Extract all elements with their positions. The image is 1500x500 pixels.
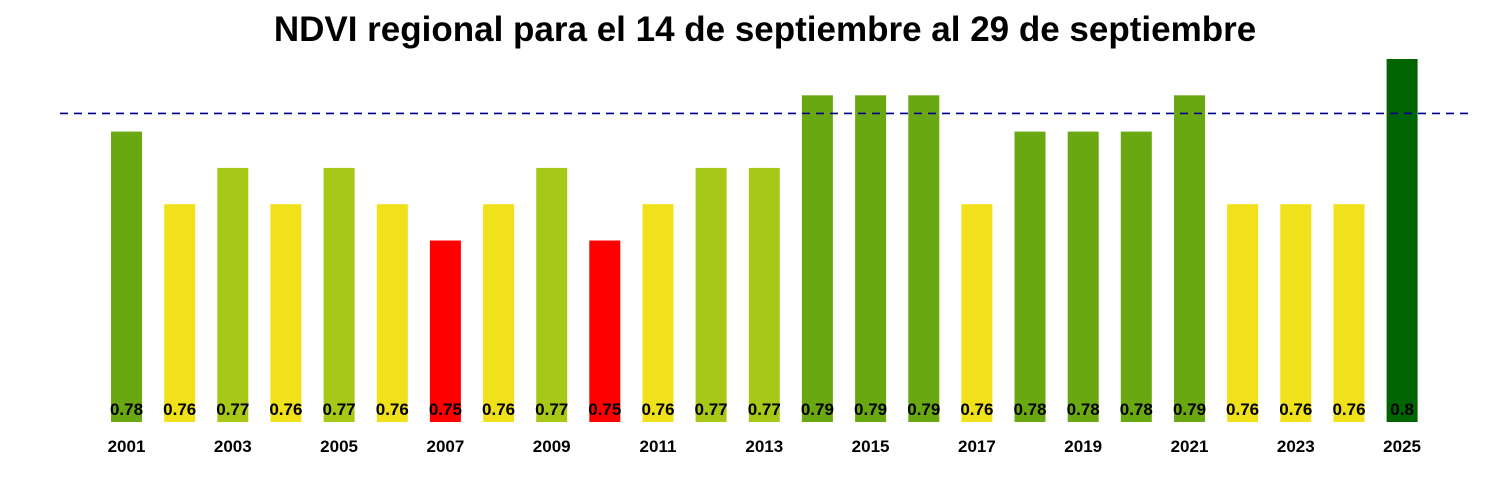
value-label-2024: 0.76 (1332, 400, 1365, 419)
bar-2015 (855, 95, 887, 423)
bar-2013 (748, 167, 780, 422)
x-tick-2005: 2005 (320, 437, 358, 456)
x-tick-2013: 2013 (745, 437, 783, 456)
value-label-2025: 0.8 (1390, 400, 1414, 419)
bar-2025 (1386, 59, 1418, 422)
x-tick-2007: 2007 (426, 437, 464, 456)
x-tick-2011: 2011 (640, 437, 677, 456)
bar-2009 (536, 167, 568, 422)
value-label-2017: 0.76 (960, 400, 993, 419)
bar-2023 (1280, 204, 1312, 422)
value-labels-layer: 0.78 0.76 0.77 0.76 0.77 0.76 0.75 0.76 0.77 0.75… (110, 400, 1414, 419)
bar-2012 (695, 167, 727, 422)
value-label-2002: 0.76 (163, 400, 196, 419)
bar-2018 (1014, 131, 1046, 422)
value-label-2007: 0.75 (429, 400, 462, 419)
bar-2002 (164, 204, 196, 422)
bar-2006 (376, 204, 408, 422)
x-tick-2015: 2015 (852, 437, 890, 456)
value-label-2006: 0.76 (376, 400, 409, 419)
value-label-2018: 0.78 (1013, 400, 1046, 419)
bar-2003 (217, 167, 249, 422)
value-label-2020: 0.78 (1120, 400, 1153, 419)
value-label-2011: 0.76 (641, 400, 674, 419)
bar-2017 (961, 204, 993, 422)
bar-2011 (642, 204, 674, 422)
value-label-2019: 0.78 (1067, 400, 1100, 419)
bar-2016 (908, 95, 940, 423)
value-label-2023: 0.76 (1279, 400, 1312, 419)
x-axis-ticks: 2001 2003 2005 2007 2009 2011 2013 2015 2017 2019… (108, 437, 1421, 456)
value-label-2008: 0.76 (482, 400, 515, 419)
value-label-2022: 0.76 (1226, 400, 1259, 419)
bar-2010 (589, 240, 621, 422)
x-tick-2003: 2003 (214, 437, 252, 456)
value-label-2010: 0.75 (588, 400, 621, 419)
value-label-2015: 0.79 (854, 400, 887, 419)
bar-2020 (1120, 131, 1152, 422)
bar-2019 (1067, 131, 1099, 422)
bar-2007 (429, 240, 461, 422)
value-label-2009: 0.77 (535, 400, 568, 419)
bar-2001 (111, 131, 142, 422)
value-label-2013: 0.77 (748, 400, 781, 419)
value-label-2003: 0.77 (216, 400, 249, 419)
x-tick-2019: 2019 (1064, 437, 1102, 456)
bars-layer (111, 59, 1418, 423)
value-label-2005: 0.77 (323, 400, 356, 419)
x-tick-2025: 2025 (1383, 437, 1421, 456)
bar-2022 (1227, 204, 1259, 422)
value-label-2001: 0.78 (110, 400, 143, 419)
chart-title: NDVI regional para el 14 de septiembre a… (273, 10, 1257, 49)
bar-2024 (1333, 204, 1365, 422)
value-label-2012: 0.77 (695, 400, 728, 419)
x-tick-2017: 2017 (958, 437, 996, 456)
x-tick-2009: 2009 (533, 437, 571, 456)
bar-2005 (323, 167, 355, 422)
x-tick-2021: 2021 (1171, 437, 1209, 456)
value-label-2016: 0.79 (907, 400, 940, 419)
bar-2004 (270, 204, 302, 422)
value-label-2004: 0.76 (269, 400, 302, 419)
value-label-2014: 0.79 (801, 400, 834, 419)
x-tick-2023: 2023 (1277, 437, 1315, 456)
bar-2008 (483, 204, 515, 422)
bar-2014 (801, 95, 833, 423)
value-label-2021: 0.79 (1173, 400, 1206, 419)
x-tick-2001: 2001 (108, 437, 146, 456)
bar-2021 (1174, 95, 1205, 423)
